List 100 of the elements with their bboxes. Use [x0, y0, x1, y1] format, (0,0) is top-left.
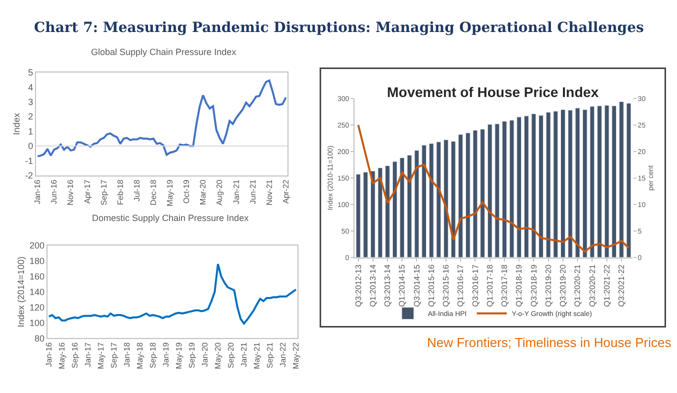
x-tick-label: Nov-21: [264, 179, 274, 206]
x-tick-label: Feb-18: [116, 179, 125, 205]
x-tick-label: May-19: [166, 179, 175, 206]
bar: [480, 128, 485, 258]
bar: [502, 120, 507, 258]
bar: [465, 132, 470, 258]
y-tick-label: 200: [29, 240, 44, 251]
bar: [370, 170, 376, 258]
y-axis-title: Index: [11, 112, 22, 135]
y-tick-label: 140: [29, 287, 44, 298]
x-tick-label: Q3:2014-15: [412, 264, 422, 307]
x-tick-label: Jun-21: [248, 179, 258, 204]
x-tick-label: May-20: [214, 342, 223, 370]
x-tick-label: Mar-20: [198, 179, 208, 205]
bar: [531, 114, 536, 258]
x-tick-label: May-18: [136, 342, 145, 370]
chart-title: Global Supply Chain Pressure Index: [91, 47, 237, 57]
bar: [553, 110, 558, 258]
x-tick-label: Apr-17: [82, 179, 92, 204]
x-tick-label: Aug-20: [215, 179, 224, 206]
bar: [494, 124, 500, 258]
x-tick-label: Q1:2016-17: [456, 264, 466, 307]
bar: [422, 144, 426, 258]
y-tick-label: 0: [28, 141, 34, 152]
x-tick-label: Q3:2021-22: [617, 264, 626, 307]
x-tick-label: Q1:2015-16: [426, 264, 436, 307]
bar: [546, 112, 551, 258]
y-tick-label: 180: [29, 256, 44, 266]
bar: [363, 172, 368, 258]
x-tick-label: Q1:2021-22: [602, 264, 612, 307]
x-tick-label: Sep-20: [226, 342, 236, 368]
bar: [626, 102, 632, 258]
bar: [524, 116, 529, 258]
bar: [509, 120, 514, 258]
x-tick-label: Q1:2018-19: [514, 264, 524, 307]
y-tick-label: 1: [28, 126, 34, 136]
x-tick-label: Sep-17: [110, 342, 119, 368]
bar: [428, 143, 434, 258]
x-tick-label: May-16: [58, 342, 67, 370]
line-series: [48, 263, 297, 325]
x-tick-label: Jan-19: [162, 342, 171, 367]
text: Chart 7: Measuring Pandemic Disruptions: Managing Operational Challenges: [34, 20, 644, 36]
y-tick-label: 120: [29, 302, 44, 312]
bar: [444, 140, 448, 258]
chart-title: Domestic Supply Chain Pressure Index: [92, 213, 250, 223]
bar: [575, 108, 580, 258]
line-series: [36, 80, 287, 158]
bar: [618, 101, 624, 258]
x-tick-label: Sep-16: [70, 342, 80, 368]
x-tick-label: Q3:2017-18: [500, 264, 510, 307]
x-tick-label: Jan-16: [44, 342, 54, 367]
bar: [385, 165, 390, 258]
x-tick-label: Jan-21: [232, 179, 241, 204]
x-tick-label: Sep-18: [148, 342, 158, 368]
x-tick-label: Jan-22: [278, 342, 288, 367]
bar: [378, 168, 383, 258]
bar: [356, 174, 361, 258]
x-tick-label: Jan-21: [240, 342, 249, 367]
x-tick-label: Q3:2020-21: [588, 264, 597, 307]
x-tick-label: Q3:2016-17: [470, 264, 480, 307]
bar: [582, 109, 588, 258]
bar: [597, 106, 602, 258]
bar: [458, 134, 464, 258]
x-tick-label: Jan-18: [122, 342, 132, 367]
y-tick-label: 2: [28, 112, 34, 122]
x-tick-label: Oct-19: [182, 179, 192, 204]
x-tick-label: May-19: [174, 342, 184, 370]
x-tick-label: Q1:2014-15: [398, 264, 407, 307]
x-tick-label: Q3:2015-16: [442, 264, 451, 307]
x-tick-label: Q1:2020-21: [573, 264, 582, 307]
x-tick-label: Jan-20: [200, 342, 210, 367]
x-tick-label: Sep-19: [188, 342, 197, 368]
bar: [604, 105, 610, 258]
x-tick-label: Q3:2013-14: [383, 264, 392, 307]
x-tick-label: May-21: [252, 342, 262, 370]
x-tick-label: Jul-18: [132, 179, 142, 202]
bar: [450, 141, 456, 258]
text: New Frontiers; Timeliness in House Prices: [427, 335, 672, 350]
y-tick-label: 5: [28, 68, 34, 78]
y-axis-title: Index (2014=100): [16, 256, 26, 328]
x-tick-label: Sep-21: [266, 342, 275, 368]
x-tick-label: Nov-16: [66, 179, 76, 206]
bar: [392, 161, 398, 258]
bar: [436, 142, 442, 258]
y-tick-label: -2: [25, 170, 34, 181]
x-tick-label: Q3:2018-19: [529, 264, 538, 307]
x-tick-label: Q1:2013-14: [368, 264, 378, 307]
bar: [568, 110, 573, 258]
y-tick-label: 160: [29, 272, 44, 282]
x-tick-label: Jun-16: [50, 179, 59, 204]
x-tick-label: Jan-16: [33, 179, 42, 204]
y-tick-label: -1: [25, 156, 34, 166]
bar: [538, 115, 544, 258]
x-tick-label: Q3:2019-20: [558, 264, 568, 307]
x-tick-label: Apr-22: [281, 179, 290, 204]
line-series: [357, 124, 630, 253]
x-tick-label: May-17: [96, 342, 106, 370]
x-tick-label: May-22: [292, 342, 301, 370]
chart-title: Movement of House Price Index: [387, 84, 599, 100]
x-tick-label: Q3:2012-13: [354, 264, 363, 307]
